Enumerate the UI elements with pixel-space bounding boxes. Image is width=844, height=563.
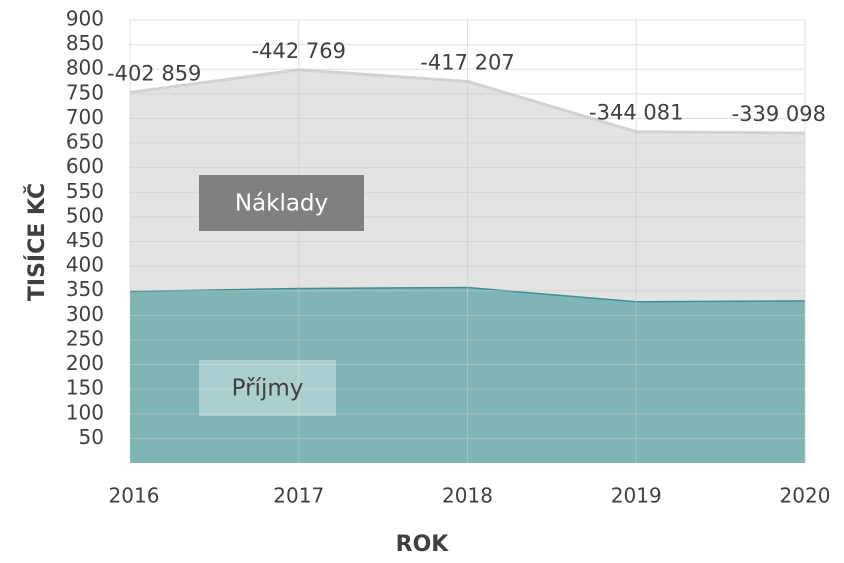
y-tick-label: 700 bbox=[66, 105, 104, 129]
x-axis-title: ROK bbox=[396, 532, 450, 557]
legend-box bbox=[199, 175, 364, 231]
y-tick-label: 650 bbox=[66, 130, 104, 154]
legend-label: Příjmy bbox=[232, 376, 304, 402]
y-tick-label: 200 bbox=[66, 351, 104, 375]
y-tick-label: 450 bbox=[66, 228, 104, 252]
x-tick-label: 2017 bbox=[273, 484, 324, 508]
legend-label: Náklady bbox=[235, 191, 328, 217]
y-tick-label: 500 bbox=[66, 203, 104, 227]
y-tick-label: 550 bbox=[66, 179, 104, 203]
annotation: -344 081 bbox=[589, 101, 683, 125]
annotation: -339 098 bbox=[732, 102, 826, 126]
y-tick-label: 750 bbox=[66, 80, 104, 104]
y-tick-label: 800 bbox=[66, 56, 104, 80]
annotation: -442 769 bbox=[252, 39, 346, 63]
y-tick-label: 900 bbox=[66, 7, 104, 31]
y-tick-label: 600 bbox=[66, 154, 104, 178]
legend-box bbox=[199, 360, 336, 416]
x-tick-label: 2018 bbox=[442, 484, 493, 508]
y-tick-label: 100 bbox=[66, 400, 104, 424]
y-tick-label: 250 bbox=[66, 326, 104, 350]
y-tick-label: 300 bbox=[66, 302, 104, 326]
y-axis-title: TISÍCE KČ bbox=[24, 183, 50, 301]
y-tick-label: 150 bbox=[66, 376, 104, 400]
x-tick-label: 2019 bbox=[611, 484, 662, 508]
x-tick-label: 2020 bbox=[780, 484, 831, 508]
y-tick-label: 50 bbox=[79, 425, 104, 449]
x-tick-label: 2016 bbox=[109, 484, 160, 508]
y-tick-label: 850 bbox=[66, 31, 104, 55]
y-tick-label: 350 bbox=[66, 277, 104, 301]
y-tick-label: 400 bbox=[66, 253, 104, 277]
annotation: -402 859 bbox=[107, 61, 201, 85]
annotation: -417 207 bbox=[420, 50, 514, 74]
